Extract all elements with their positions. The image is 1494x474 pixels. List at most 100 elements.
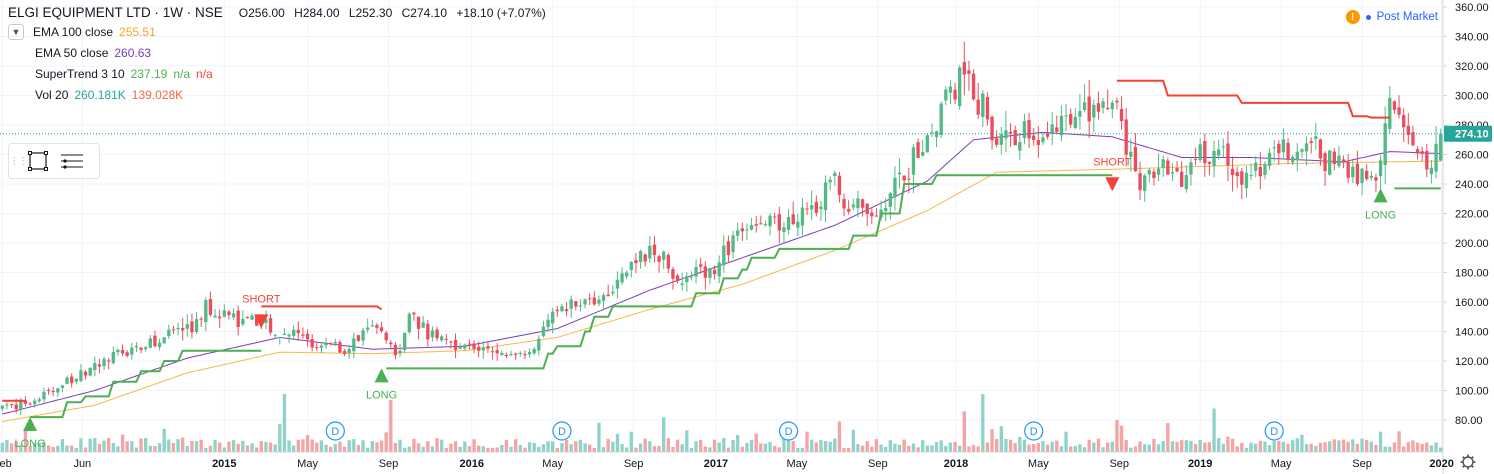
candle-body [666, 254, 670, 269]
volume-bar [588, 444, 592, 452]
volume-bar [222, 447, 226, 452]
symbol-header: ELGI EQUIPMENT LTD · 1W · NSE O256.00 H2… [8, 5, 552, 21]
volume-bar [1365, 439, 1369, 452]
candle-body [740, 228, 744, 232]
study-value: n/a [173, 66, 191, 81]
volume-bar [245, 445, 250, 452]
candle-body [1374, 177, 1378, 181]
candle-body [130, 347, 134, 355]
candle-body [458, 347, 462, 349]
candle-body [948, 86, 953, 93]
candle-body [1240, 171, 1244, 185]
candle-body [1069, 113, 1073, 125]
candle-body [227, 311, 231, 316]
price-tick-label: 160.00 [1455, 297, 1489, 309]
candle-body [671, 269, 675, 279]
volume-bar [1207, 442, 1212, 452]
volume-bar [1147, 444, 1151, 452]
rectangle-select-icon[interactable] [21, 146, 55, 176]
volume-bar [1254, 443, 1258, 452]
candlestick-series[interactable] [0, 41, 1443, 416]
candle-body [648, 245, 652, 259]
candle-body [569, 299, 573, 309]
candle-body [1351, 166, 1355, 178]
candle-body [1254, 162, 1258, 171]
volume-bar [430, 446, 435, 452]
study-ema50[interactable]: EMA 50 close 260.63 [8, 42, 552, 63]
candle-body [810, 205, 814, 210]
candle-body [37, 399, 41, 402]
candle-body [555, 309, 559, 312]
candle-body [426, 323, 430, 340]
candle-body [218, 316, 222, 319]
candle-body [347, 348, 351, 354]
last-price-label: 274.10 [1455, 129, 1489, 141]
volume-bar [1332, 439, 1336, 452]
candle-body [1161, 159, 1165, 168]
volume-bar [745, 442, 749, 452]
volume-bar [1355, 443, 1360, 452]
candle-body [1406, 125, 1410, 136]
time-axis[interactable]: Feb Jun 2015 May Sep 2016 May Sep 2017 May Sep 2018… [0, 451, 1476, 470]
candle-body [652, 244, 657, 256]
volume-bar [1439, 447, 1443, 452]
volume-bar [167, 439, 171, 452]
warning-icon[interactable]: ! [1345, 10, 1360, 24]
study-volume[interactable]: Vol 20 260.181K 139.028K [8, 84, 552, 105]
volume-bar [708, 447, 712, 452]
candle-body [768, 215, 772, 227]
volume-bar [985, 442, 990, 452]
market-status[interactable]: ! Post Market [1345, 10, 1438, 24]
candle-body [578, 305, 583, 307]
price-axis[interactable]: 80.00 100.00 120.00 140.00 160.00 180.00 200.0… [1442, 0, 1494, 474]
supertrend-segment [386, 174, 1113, 370]
volume-bar [125, 441, 129, 452]
object-tree-icon[interactable] [55, 146, 89, 176]
volume-bar [731, 439, 735, 452]
volume-bar [939, 440, 943, 452]
candle-body [1115, 100, 1119, 103]
candle-body [1045, 133, 1050, 137]
volume-bar [1221, 443, 1225, 452]
candle-body [1304, 143, 1309, 152]
volume-bar [1291, 440, 1295, 452]
candle-body [435, 329, 439, 339]
candle-body [296, 329, 300, 334]
candle-body [324, 343, 328, 346]
candle-body [1332, 151, 1336, 164]
volume-bar [675, 439, 680, 452]
dividend-label: D [785, 426, 793, 438]
study-ema100[interactable]: ▼ EMA 100 close 255.51 [8, 21, 552, 42]
study-supertrend[interactable]: SuperTrend 3 10 237.19 n/a n/a [8, 63, 552, 84]
symbol-title[interactable]: ELGI EQUIPMENT LTD · 1W · NSE [8, 5, 223, 20]
candle-body [28, 403, 32, 405]
candle-body [773, 216, 777, 218]
candle-body [981, 93, 985, 117]
drag-handle-icon[interactable]: ⋮⋮ [9, 155, 28, 167]
volume-bar [860, 445, 865, 452]
volume-bar [1420, 443, 1424, 452]
volume-bar [1004, 438, 1008, 452]
candle-body [1281, 139, 1286, 153]
volume-bar [958, 445, 962, 452]
ema100-path [2, 160, 1441, 422]
settings-gear-icon[interactable] [1460, 454, 1476, 470]
volume-bar [111, 443, 115, 452]
collapse-studies-icon[interactable]: ▼ [8, 23, 24, 40]
candle-body [102, 358, 106, 367]
study-label: Vol 20 [35, 87, 69, 102]
drawing-toolbox[interactable]: ⋮⋮ [8, 143, 100, 179]
volume-bar [1230, 438, 1235, 452]
volume-bar [648, 441, 652, 452]
volume-bar [1124, 439, 1128, 452]
candle-body [453, 339, 458, 350]
volume-bar [1392, 442, 1397, 452]
volume-bar [315, 442, 319, 452]
volume-bar [37, 442, 41, 452]
high-value: H284.00 [294, 6, 340, 20]
volume-bar [379, 440, 384, 452]
candle-body [305, 333, 310, 340]
candle-body [629, 261, 633, 270]
